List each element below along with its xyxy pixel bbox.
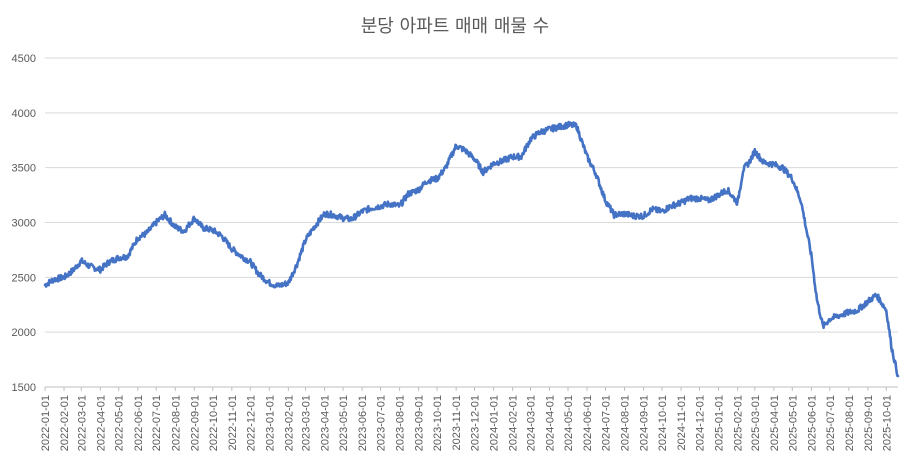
x-tick-label: 2025-07-01 — [825, 395, 837, 451]
x-tick-label: 2022-08-01 — [170, 395, 182, 451]
x-tick-label: 2025-03-01 — [750, 395, 762, 451]
x-tick-label: 2024-09-01 — [639, 395, 651, 451]
y-tick-labels: 1500 2000 2500 3000 3500 4000 4500 — [12, 53, 36, 394]
x-tick-label: 2022-09-01 — [189, 395, 201, 451]
y-tick-label: 4000 — [12, 108, 36, 120]
x-tick-label: 2025-10-01 — [881, 395, 893, 451]
x-tick-label: 2022-05-01 — [114, 395, 126, 451]
x-tick-label: 2024-12-01 — [694, 395, 706, 451]
x-tick-label: 2023-02-01 — [283, 395, 295, 451]
x-tick-label: 2025-04-01 — [769, 395, 781, 451]
x-tick-label: 2022-11-01 — [227, 395, 239, 450]
x-tick-label: 2022-06-01 — [133, 395, 145, 451]
axis-lines — [44, 386, 898, 391]
x-tick-label: 2023-10-01 — [432, 395, 444, 451]
chart-title: 분당 아파트 매매 매물 수 — [361, 16, 550, 37]
x-tick-label: 2022-07-01 — [151, 395, 163, 451]
y-tick-label: 1500 — [12, 382, 36, 394]
x-tick-label: 2022-02-01 — [59, 395, 71, 451]
x-tick-label: 2023-11-01 — [451, 395, 463, 450]
x-tick-label: 2023-07-01 — [376, 395, 388, 451]
x-tick-labels: 2022-01-01 2022-02-01 2022-03-01 2022-04-01… — [40, 395, 893, 451]
x-tick-label: 2024-02-01 — [508, 395, 520, 451]
x-tick-label: 2024-04-01 — [545, 395, 557, 451]
x-tick-label: 2024-03-01 — [525, 395, 537, 451]
x-tick-label: 2023-12-01 — [470, 395, 482, 451]
x-tick-label: 2023-05-01 — [338, 395, 350, 451]
x-tick-label: 2024-11-01 — [676, 395, 688, 450]
x-tick-label: 2025-02-01 — [733, 395, 745, 451]
x-tick-label: 2023-03-01 — [301, 395, 313, 451]
y-tick-label: 2000 — [12, 327, 36, 339]
x-tick-label: 2025-01-01 — [714, 395, 726, 451]
x-tick-label: 2022-01-01 — [40, 395, 52, 451]
x-tick-label: 2024-08-01 — [620, 395, 632, 451]
x-tick-label: 2022-12-01 — [245, 395, 257, 451]
x-tick-label: 2024-06-01 — [582, 395, 594, 451]
x-tick-label: 2024-05-01 — [563, 395, 575, 451]
grid-lines — [45, 57, 898, 333]
x-tick-label: 2023-08-01 — [395, 395, 407, 451]
x-tick-label: 2024-01-01 — [489, 395, 501, 451]
x-tick-label: 2023-09-01 — [414, 395, 426, 451]
series-layer — [43, 120, 900, 378]
x-tick-label: 2025-05-01 — [787, 395, 799, 451]
y-tick-label: 4500 — [12, 53, 36, 65]
x-tick-label: 2024-10-01 — [657, 395, 669, 451]
x-tick-label: 2023-06-01 — [357, 395, 369, 451]
y-tick-label: 2500 — [12, 272, 36, 284]
x-tick-label: 2023-04-01 — [320, 395, 332, 451]
x-tick-label: 2022-10-01 — [208, 395, 220, 451]
x-tick-label: 2022-04-01 — [95, 395, 107, 451]
x-tick-label: 2023-01-01 — [264, 395, 276, 451]
series-line — [43, 120, 900, 378]
y-tick-label: 3000 — [12, 218, 36, 230]
y-tick-label: 3500 — [12, 163, 36, 175]
x-tick-label: 2025-06-01 — [806, 395, 818, 451]
x-tick-label: 2025-08-01 — [844, 395, 856, 451]
x-tick-label: 2025-09-01 — [863, 395, 875, 451]
x-tick-label: 2022-03-01 — [76, 395, 88, 451]
x-tick-label: 2024-07-01 — [600, 395, 612, 451]
